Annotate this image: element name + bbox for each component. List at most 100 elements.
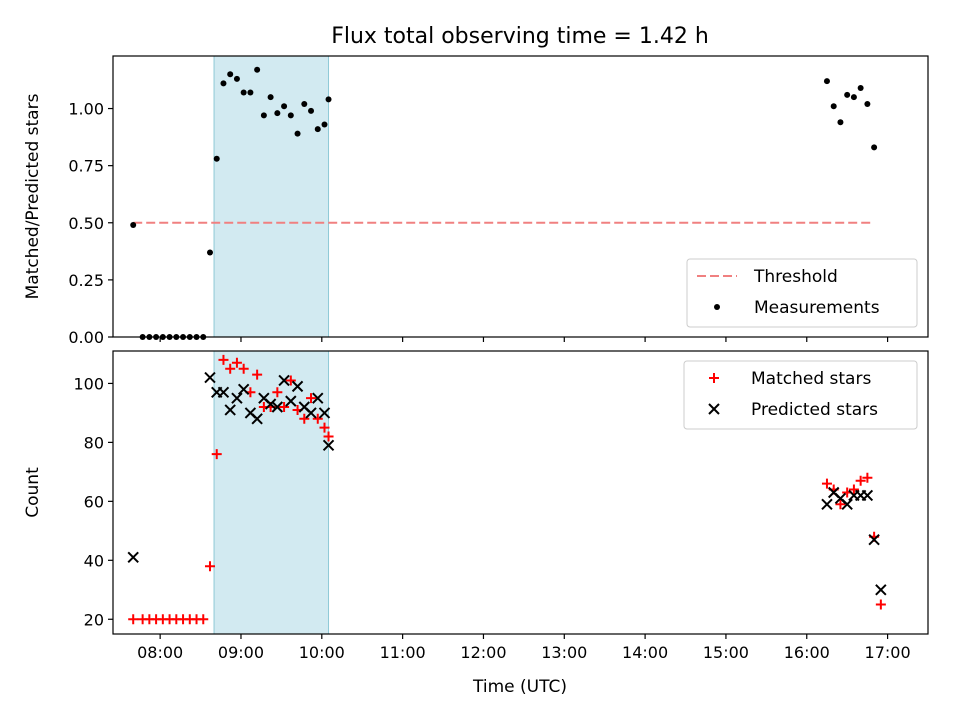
matched-star-point	[279, 402, 290, 413]
matched-star-point	[211, 449, 222, 460]
matched-star-point	[198, 614, 209, 625]
measurement-point	[233, 75, 240, 82]
x-tick-label: 17:00	[865, 643, 911, 662]
measurement-point	[281, 103, 288, 110]
ratio-y-tick-label: 0.50	[68, 214, 104, 233]
measurement-point	[220, 80, 227, 87]
ratio-y-tick-label: 0.25	[68, 271, 104, 290]
predicted-star-point	[875, 584, 887, 596]
matched-star-point	[821, 478, 832, 489]
predicted-star-point	[291, 380, 304, 393]
predicted-star-point	[821, 498, 833, 510]
predicted-star-point	[312, 392, 324, 404]
matched-star-point	[323, 431, 334, 442]
count-y-tick-label: 60	[84, 492, 104, 511]
predicted-star-point	[318, 407, 331, 419]
matched-star-point	[225, 363, 236, 374]
count-y-axis-label: Count	[23, 467, 43, 518]
measurement-point	[871, 144, 878, 151]
count-y-tick-label: 40	[84, 551, 104, 570]
count-legend: Matched stars Predicted stars	[683, 360, 918, 430]
measurement-point	[301, 100, 308, 107]
measurement-point	[308, 107, 315, 114]
predicted-star-point	[204, 371, 216, 384]
predicted-star-point	[231, 392, 243, 404]
matched-star-point	[855, 475, 866, 486]
matched-star-point	[218, 354, 229, 365]
ratio-y-tick-label: 0.00	[68, 328, 104, 347]
matched-star-point	[272, 387, 283, 398]
predicted-star-point	[841, 498, 853, 510]
measurement-point	[864, 100, 871, 107]
count-y-tick-label: 80	[84, 433, 104, 452]
matched-star-point	[238, 363, 249, 374]
count-series-x	[127, 371, 887, 596]
matched-star-point	[299, 413, 310, 424]
predicted-star-point	[224, 404, 236, 416]
measurement-point	[321, 121, 328, 128]
ratio-panel: 0.00 0.25 0.50 0.75 1.00 Matched/Predicted st…	[23, 55, 929, 347]
x-tick-label: 15:00	[703, 643, 749, 662]
ratio-y-axis-label: Matched/Predicted stars	[23, 93, 43, 299]
measurement-point	[247, 89, 254, 96]
matched-star-point	[285, 375, 296, 386]
measurement-point	[314, 126, 321, 133]
matched-star-point	[862, 472, 873, 483]
legend-entry-label: Measurements	[754, 298, 880, 318]
legend-box	[683, 360, 918, 430]
measurement-point	[260, 112, 267, 119]
matched-star-point	[319, 422, 330, 433]
predicted-star-point	[868, 533, 880, 546]
predicted-star-point	[322, 439, 335, 452]
measurement-point	[287, 112, 294, 119]
count-panel: 20 40 60 80 100 08:00 09:00 10:00 11:00 12:00 13:0…	[23, 350, 929, 662]
measurement-point	[227, 71, 234, 78]
ratio-axes-frame	[112, 55, 929, 338]
measurement-point	[213, 155, 220, 162]
x-tick-label: 12:00	[460, 643, 506, 662]
matched-star-point	[848, 484, 859, 495]
ratio-y-tick-label: 0.75	[68, 157, 104, 176]
measurement-point	[837, 119, 844, 126]
legend-entry-label: Threshold	[753, 267, 838, 287]
matched-star-point	[231, 357, 242, 368]
measurement-point	[130, 222, 137, 229]
measurement-point	[830, 103, 837, 110]
x-tick-label: 11:00	[380, 643, 426, 662]
measurement-point	[823, 78, 830, 85]
predicted-star-point	[237, 383, 250, 396]
predicted-star-point	[251, 413, 263, 425]
measurement-point	[857, 84, 864, 91]
matched-star-point	[835, 499, 846, 510]
matched-star-point	[312, 413, 323, 424]
measurement-point	[254, 66, 261, 73]
legend-predicted-handle	[708, 403, 720, 415]
x-tick-label: 10:00	[299, 643, 345, 662]
matched-star-point	[875, 599, 886, 610]
legend-entry-label: Matched stars	[751, 369, 871, 389]
measurement-point	[294, 130, 301, 137]
measurement-point	[274, 110, 281, 117]
measurement-point	[240, 89, 247, 96]
x-tick-label: 16:00	[784, 643, 830, 662]
matched-star-point	[204, 561, 215, 572]
x-axis-label: Time (UTC)	[472, 677, 567, 697]
x-tick-label: 09:00	[218, 643, 264, 662]
count-axes-frame	[112, 350, 929, 635]
x-tick-label: 14:00	[622, 643, 668, 662]
measurement-point	[844, 91, 851, 98]
matched-star-point	[306, 393, 317, 404]
matched-star-point	[252, 369, 263, 380]
figure-title: Flux total observing time = 1.42 h	[331, 24, 709, 49]
measurement-point	[206, 249, 213, 256]
predicted-star-point	[217, 386, 230, 398]
legend-matched-handle	[709, 373, 719, 383]
legend-entry-label: Predicted stars	[751, 400, 878, 420]
x-tick-label: 08:00	[137, 643, 183, 662]
measurement-point	[850, 94, 857, 101]
ratio-y-tick-label: 1.00	[68, 100, 104, 119]
count-y-tick-label: 20	[84, 610, 104, 629]
matched-star-point	[128, 614, 139, 625]
